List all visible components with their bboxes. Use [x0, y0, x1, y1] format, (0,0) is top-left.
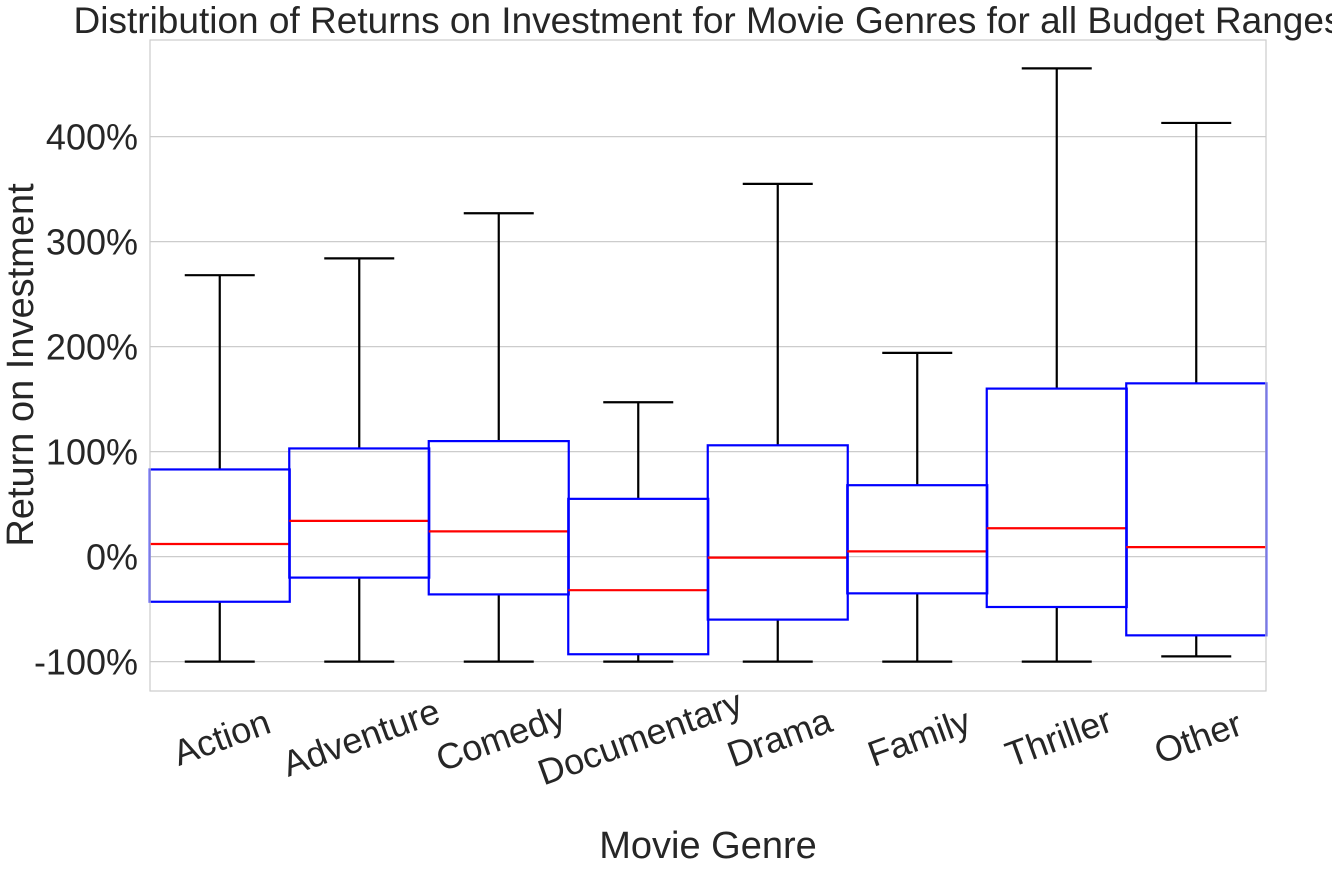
iqr-box [427, 440, 570, 596]
y-tick-label: 0% [86, 537, 138, 578]
box-drama [706, 182, 849, 663]
iqr-box [288, 447, 431, 579]
iqr-box [148, 468, 291, 603]
y-tick-label: 400% [46, 117, 138, 158]
iqr-box [1125, 382, 1268, 637]
x-axis-label: Movie Genre [599, 825, 817, 867]
y-tick-label: 200% [46, 327, 138, 368]
box-adventure [288, 257, 431, 663]
box-thriller [985, 67, 1128, 663]
box-action [148, 274, 291, 663]
box-plot-series [148, 67, 1268, 663]
iqr-box [706, 444, 849, 621]
y-axis-ticks: -100% 0% 100% 200% 300% 400% [34, 117, 138, 683]
iqr-box [567, 497, 710, 656]
iqr-box [846, 484, 989, 595]
box-family [846, 351, 989, 663]
y-tick-label: -100% [34, 642, 138, 683]
box-documentary [567, 401, 710, 663]
box-other [1125, 121, 1268, 658]
y-tick-label: 100% [46, 432, 138, 473]
x-tick-label: Family [862, 700, 976, 775]
plot-area-frame [149, 39, 1267, 692]
x-tick-label: Other [1149, 703, 1248, 772]
x-tick-label: Documentary [532, 681, 747, 793]
y-axis-label: Return on Investment [0, 183, 42, 547]
y-tick-label: 300% [46, 222, 138, 263]
chart-title: Distribution of Returns on Investment fo… [74, 0, 1332, 41]
x-tick-label: Action [167, 701, 275, 774]
iqr-box [985, 387, 1128, 609]
x-tick-label: Adventure [277, 690, 445, 785]
x-tick-label: Thriller [1000, 699, 1117, 775]
box-comedy [427, 212, 570, 663]
